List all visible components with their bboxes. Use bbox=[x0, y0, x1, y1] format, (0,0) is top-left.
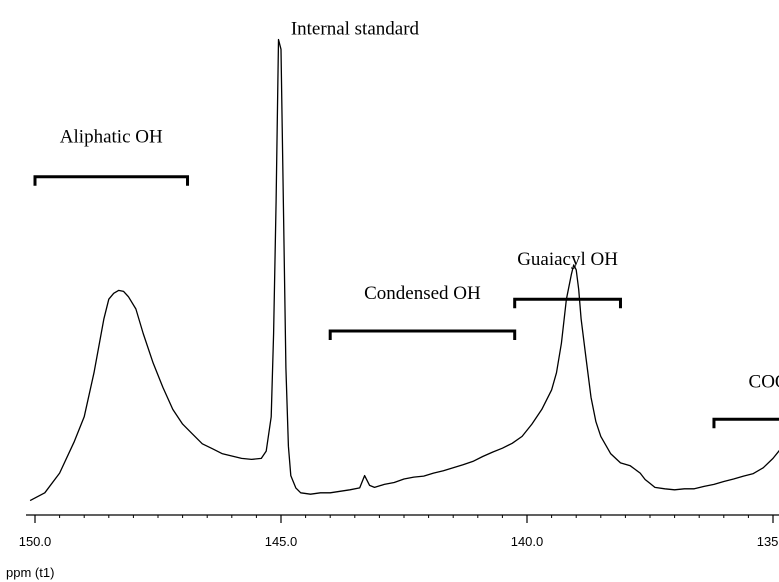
tick-label: 150.0 bbox=[19, 534, 52, 549]
bracket-line bbox=[33, 175, 190, 186]
spectrum-series bbox=[29, 38, 779, 502]
region-bracket: COOH bbox=[712, 371, 779, 429]
bracket-line bbox=[328, 329, 517, 341]
region-label: COOH bbox=[749, 371, 779, 392]
region-label: Condensed OH bbox=[364, 283, 481, 304]
bracket-line bbox=[712, 417, 779, 429]
x-ticks: 150.0 145.0 140.0 135.0 bbox=[19, 515, 779, 549]
region-annotations: Internal standard Aliphatic OH Condensed O… bbox=[33, 19, 779, 429]
region-label: Guaiacyl OH bbox=[517, 249, 618, 270]
peak-label: Internal standard bbox=[291, 19, 420, 40]
spectrum-line bbox=[29, 38, 779, 502]
tick-label: 135.0 bbox=[757, 534, 779, 549]
bracket-line bbox=[513, 297, 622, 309]
region-bracket: Guaiacyl OH bbox=[513, 249, 622, 309]
x-axis-title: ppm (t1) bbox=[6, 565, 54, 580]
tick-label: 140.0 bbox=[511, 534, 544, 549]
tick-label: 145.0 bbox=[265, 534, 298, 549]
region-label: Aliphatic OH bbox=[60, 126, 163, 147]
region-bracket: Aliphatic OH bbox=[33, 126, 190, 186]
region-bracket: Condensed OH bbox=[328, 283, 517, 341]
